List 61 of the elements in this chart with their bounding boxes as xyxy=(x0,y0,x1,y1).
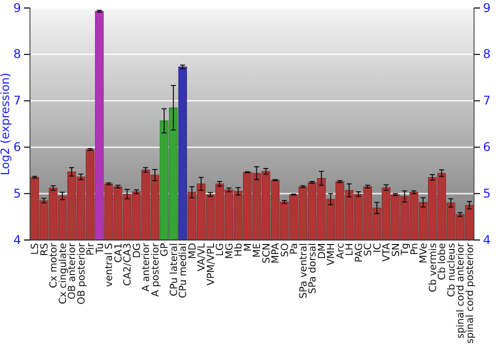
x-tick-label: CA2/CA3 xyxy=(122,243,134,286)
x-tick-label: SPa ventral xyxy=(298,243,310,298)
x-tick-label: Tg xyxy=(400,243,412,256)
x-tick-label: VMH xyxy=(326,243,338,266)
x-tick-label: DG xyxy=(132,243,143,258)
x-tick-label: LS xyxy=(30,243,42,255)
x-tick-label: LG xyxy=(215,243,226,256)
x-tick-label: Arc xyxy=(335,243,346,259)
x-tick-label: ME xyxy=(252,243,264,258)
y-tick-label: 8 xyxy=(13,47,21,62)
x-tick-label: MG xyxy=(224,243,236,260)
x-tick-label: GP xyxy=(160,242,171,256)
x-tick-label: Cb vermis xyxy=(428,243,439,292)
x-tick-label: SN xyxy=(390,243,402,257)
y-axis-title: Log2 (expression) xyxy=(0,72,12,176)
x-tick-label: DM xyxy=(316,243,328,259)
x-tick-label: Cx cingulate xyxy=(58,243,69,304)
x-tick-label: MD xyxy=(187,243,198,259)
x-tick-label: PAG xyxy=(354,243,365,262)
y2-tick-label: 8 xyxy=(483,47,491,62)
x-tick-label: VA/VL xyxy=(196,242,208,272)
y-tick-label: 7 xyxy=(13,94,21,108)
y-tick-label: 4 xyxy=(13,232,21,247)
x-tick-label: A anterior xyxy=(141,242,152,292)
x-tick-label: SCN xyxy=(261,243,272,264)
x-tick-label: Cb nucleus xyxy=(446,243,458,298)
x-tick-label: SPa dorsal xyxy=(308,243,319,294)
x-tick-label: M xyxy=(242,243,254,252)
x-tick-label: Pir xyxy=(86,242,97,256)
y-tick-label: 9 xyxy=(13,0,21,15)
x-tick-label: Pa xyxy=(289,243,300,254)
y-tick-label: 6 xyxy=(13,140,21,154)
x-tick-label: RS xyxy=(39,243,50,256)
x-tick-label: spinal cord anterior xyxy=(456,242,467,339)
x-tick-label: Cb lobe xyxy=(437,243,448,280)
x-tick-label: SO xyxy=(280,242,291,257)
x-tick-label: MPA xyxy=(270,242,282,264)
x-tick-label: CA1 xyxy=(113,243,124,263)
x-tick-label: A posterior xyxy=(150,242,162,297)
x-tick-label: MVe xyxy=(418,243,430,264)
x-tick-label: spinal cord posterior xyxy=(464,242,476,344)
x-tick-label: Hb xyxy=(234,243,245,257)
y2-tick-label: 5 xyxy=(483,186,491,200)
y2-tick-label: 9 xyxy=(483,0,491,15)
x-tick-label: ventral S xyxy=(104,243,116,287)
x-tick-label: SC xyxy=(363,242,374,256)
x-tick-label: VTA xyxy=(382,242,393,262)
y-tick-label: 5 xyxy=(13,186,21,200)
x-tick-label: Pn xyxy=(409,243,420,255)
x-tick-label: CPu medial xyxy=(178,243,190,298)
x-tick-label: OB anterior xyxy=(67,242,78,300)
x-tick-label: Tu xyxy=(94,243,106,255)
y2-tick-label: 6 xyxy=(483,140,491,154)
x-tick-label: LH xyxy=(344,243,356,256)
x-tick-label: IC xyxy=(372,242,384,253)
x-tick-label: OB posterior xyxy=(76,242,88,305)
x-tick-label: CPu lateral xyxy=(168,243,180,296)
x-tick-label: VPM/VPL xyxy=(206,242,217,286)
x-tick-label: Cx motor xyxy=(48,242,60,288)
y2-tick-label: 7 xyxy=(483,94,491,108)
y2-tick-label: 4 xyxy=(483,232,491,247)
